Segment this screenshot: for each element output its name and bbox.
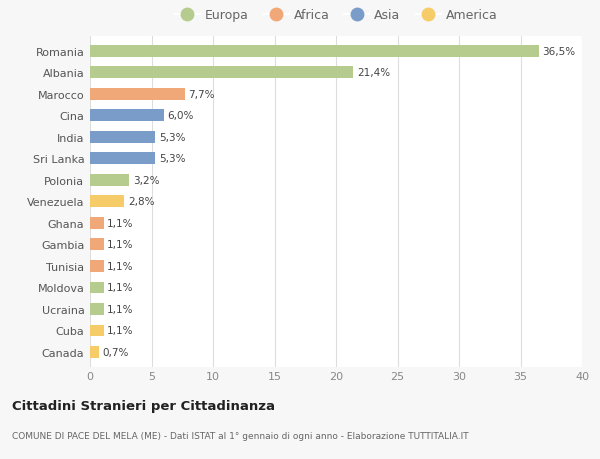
Text: 1,1%: 1,1%: [107, 283, 134, 293]
Bar: [90, 174, 130, 186]
Bar: [90, 153, 155, 165]
Text: 1,1%: 1,1%: [107, 304, 134, 314]
Text: 1,1%: 1,1%: [107, 240, 134, 250]
Text: Cittadini Stranieri per Cittadinanza: Cittadini Stranieri per Cittadinanza: [12, 399, 275, 412]
Text: COMUNE DI PACE DEL MELA (ME) - Dati ISTAT al 1° gennaio di ogni anno - Elaborazi: COMUNE DI PACE DEL MELA (ME) - Dati ISTA…: [12, 431, 469, 441]
Bar: [90, 282, 104, 294]
Bar: [90, 260, 104, 272]
Bar: [90, 325, 104, 336]
Bar: [90, 239, 104, 251]
Text: 36,5%: 36,5%: [542, 47, 576, 57]
Text: 6,0%: 6,0%: [167, 111, 194, 121]
Bar: [90, 46, 539, 58]
Bar: [90, 196, 124, 208]
Bar: [90, 110, 164, 122]
Text: 2,8%: 2,8%: [128, 197, 155, 207]
Text: 5,3%: 5,3%: [159, 154, 185, 164]
Legend: Europa, Africa, Asia, America: Europa, Africa, Asia, America: [172, 6, 500, 25]
Text: 7,7%: 7,7%: [188, 90, 215, 100]
Text: 5,3%: 5,3%: [159, 133, 185, 143]
Text: 1,1%: 1,1%: [107, 218, 134, 229]
Bar: [90, 218, 104, 230]
Bar: [90, 346, 98, 358]
Text: 1,1%: 1,1%: [107, 326, 134, 336]
Text: 0,7%: 0,7%: [102, 347, 128, 357]
Bar: [90, 303, 104, 315]
Text: 3,2%: 3,2%: [133, 175, 160, 185]
Text: 1,1%: 1,1%: [107, 261, 134, 271]
Bar: [90, 67, 353, 79]
Text: 21,4%: 21,4%: [357, 68, 390, 78]
Bar: [90, 132, 155, 144]
Bar: [90, 89, 185, 101]
